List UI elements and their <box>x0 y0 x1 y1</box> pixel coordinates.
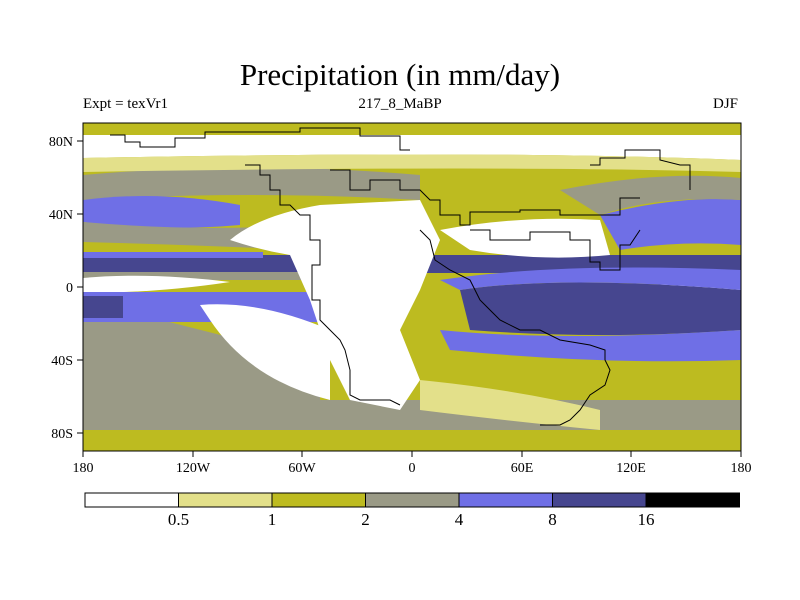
x-tick-label: 120E <box>616 461 646 476</box>
y-tick-label: 80S <box>51 427 73 442</box>
colorbar-label: 0.5 <box>168 510 189 529</box>
field-indo-pacific-blue-north <box>440 267 741 290</box>
x-tick-marks <box>82 451 742 457</box>
field-north-pacific-gray <box>560 175 741 215</box>
field-south-light <box>420 380 600 430</box>
plot-title: Precipitation (in mm/day) <box>239 57 561 92</box>
y-tick-marks <box>77 140 83 434</box>
coastlines <box>110 127 691 426</box>
field-arctic-light <box>83 154 741 172</box>
coastline-north <box>110 127 410 151</box>
x-tick-label: 60W <box>288 461 316 476</box>
period-label: 217_8_MaBP <box>358 96 442 112</box>
field-equatorial-dry-west <box>83 275 230 293</box>
field-itcz-blue-north <box>83 252 263 258</box>
y-tick-label: 40S <box>51 354 73 369</box>
coastline-northeast <box>590 149 691 190</box>
y-tick-label: 0 <box>66 281 73 296</box>
y-tick-label: 40N <box>49 208 73 223</box>
colorbar-label: 2 <box>361 510 370 529</box>
colorbar-label: 16 <box>638 510 655 529</box>
colorbar-labels: 0.5 1 2 4 8 16 <box>168 510 655 529</box>
colorbar-swatch <box>458 492 553 508</box>
map-field <box>83 123 741 451</box>
x-tick-label: 60E <box>511 461 534 476</box>
coastline-west-continent <box>245 164 401 406</box>
colorbar-swatch <box>645 492 740 508</box>
colorbar-label: 8 <box>548 510 557 529</box>
coastline-east-continent <box>419 229 611 426</box>
colorbar-label: 4 <box>455 510 464 529</box>
y-tick-labels: 80N 40N 0 40S 80S <box>49 135 73 442</box>
x-tick-label: 120W <box>176 461 211 476</box>
x-tick-label: 0 <box>409 461 416 476</box>
colorbar <box>84 492 740 508</box>
experiment-label: Expt = texVr1 <box>83 96 169 112</box>
field-sw-navy <box>83 296 123 318</box>
field-asia-dry-white <box>440 218 610 258</box>
field-north-atlantic-blue <box>83 196 240 228</box>
field-sw-gray <box>83 300 320 400</box>
coastline-inner-sea <box>470 229 641 271</box>
season-label: DJF <box>712 96 738 112</box>
field-southern-gray-belt <box>83 400 741 430</box>
colorbar-swatch <box>178 492 273 508</box>
field-tropical-gray <box>83 272 303 280</box>
colorbar-label: 1 <box>268 510 277 529</box>
field-north-gray-band <box>83 167 420 200</box>
field-south-america-dry <box>200 304 330 400</box>
colorbar-swatch <box>552 492 647 508</box>
y-tick-label: 80N <box>49 135 73 150</box>
field-indo-pacific-navy <box>460 282 741 335</box>
field-arctic-white <box>83 135 741 160</box>
x-tick-label: 180 <box>731 461 752 476</box>
coastline-north-continent <box>330 169 640 226</box>
x-tick-label: 180 <box>73 461 94 476</box>
colorbar-swatch <box>84 492 179 508</box>
x-tick-labels: 180 120W 60W 0 60E 120E 180 <box>73 461 752 476</box>
field-continent-dry-white <box>230 200 440 410</box>
colorbar-swatch <box>365 492 460 508</box>
field-southern-olive <box>83 430 741 451</box>
colorbar-swatch <box>271 492 366 508</box>
